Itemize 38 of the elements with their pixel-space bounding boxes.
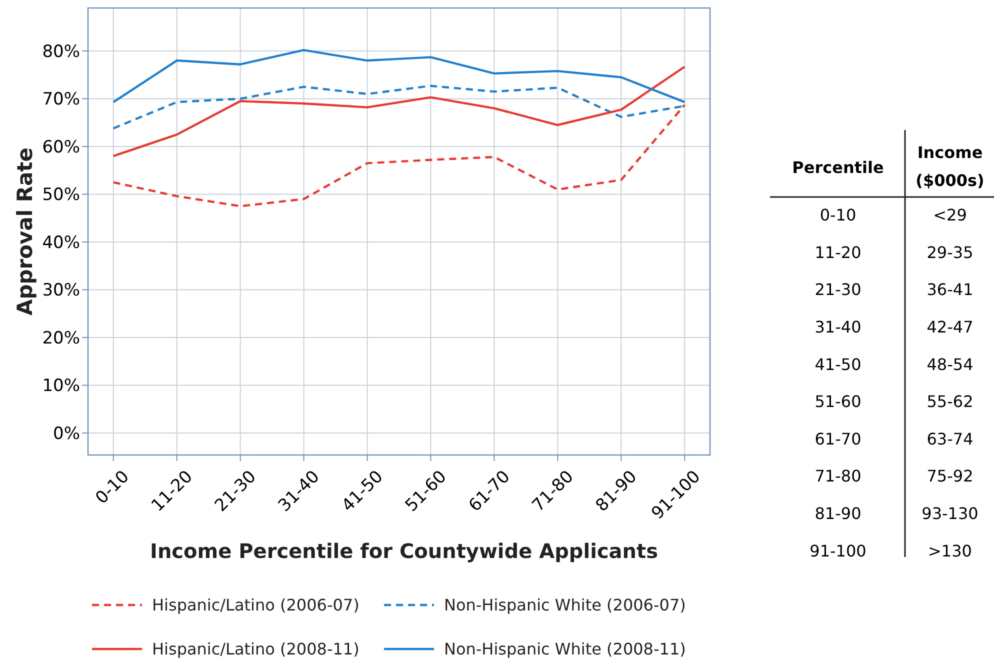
category-label: 91-100 bbox=[810, 541, 866, 560]
line-series bbox=[112, 48, 686, 104]
y-tick-label: 50% bbox=[42, 185, 80, 206]
line-series bbox=[112, 66, 686, 158]
y-tick-label: 0% bbox=[53, 424, 80, 444]
y-tick-label: 70% bbox=[42, 90, 80, 110]
y-tick-label: 10% bbox=[42, 376, 80, 396]
text: 36-41 bbox=[926, 280, 974, 300]
text: <29 bbox=[933, 206, 967, 225]
legend-label: Hispanic/Latino (2006-07) bbox=[152, 596, 360, 615]
text: 29-35 bbox=[926, 242, 974, 262]
y-tick-label: 20% bbox=[42, 328, 80, 348]
text: 93-130 bbox=[922, 504, 978, 523]
category-label: 61-70 bbox=[814, 429, 862, 448]
text: 63-74 bbox=[926, 429, 974, 448]
text: Income ($000s) bbox=[916, 143, 984, 190]
category-label: 41-50 bbox=[814, 354, 862, 374]
y-tick-label: 80% bbox=[42, 42, 80, 62]
legend-label: Non-Hispanic White (2008-11) bbox=[444, 640, 686, 659]
category-label: 11-20 bbox=[814, 242, 862, 262]
x-axis-title: Income Percentile for Countywide Applicants bbox=[150, 539, 658, 563]
text: >130 bbox=[928, 541, 972, 560]
category-label: 51-60 bbox=[814, 392, 862, 412]
legend-label: Non-Hispanic White (2006-07) bbox=[444, 596, 686, 615]
y-tick-label: 40% bbox=[42, 232, 80, 253]
y-axis-title: Approval Rate bbox=[13, 147, 37, 316]
text: 55-62 bbox=[926, 392, 974, 412]
category-label: 0-10 bbox=[820, 206, 856, 225]
text: 42-47 bbox=[926, 318, 974, 336]
y-tick-label: 60% bbox=[42, 137, 80, 158]
category-label: 21-30 bbox=[814, 280, 862, 300]
legend-label: Hispanic/Latino (2008-11) bbox=[152, 640, 360, 659]
text: 75-92 bbox=[926, 466, 974, 486]
line-series bbox=[112, 104, 686, 208]
text: 48-54 bbox=[926, 354, 974, 374]
category-label: 31-40 bbox=[814, 318, 862, 336]
text: Percentile bbox=[792, 158, 884, 177]
y-tick-label: 30% bbox=[42, 280, 80, 301]
